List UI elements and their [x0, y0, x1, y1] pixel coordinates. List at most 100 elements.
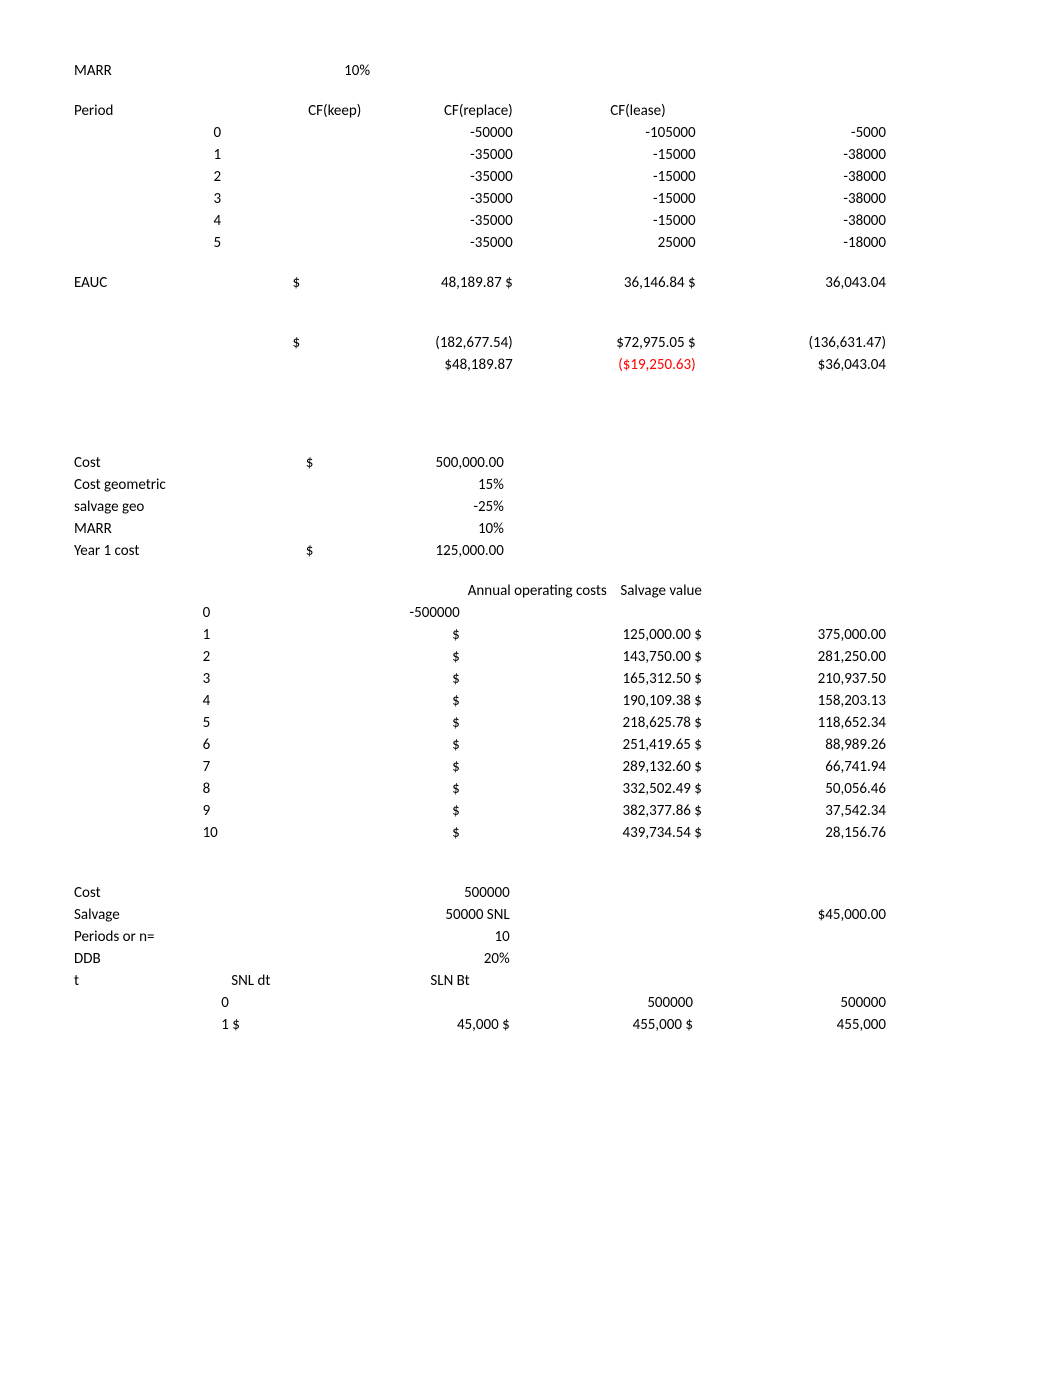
- eauc-v1: 48,189.87 $: [304, 272, 517, 294]
- depr-data-row: 0 500000 500000: [70, 992, 890, 1014]
- depr-param-right: [697, 948, 890, 970]
- param-cur: $: [215, 452, 317, 474]
- depr-param-value: 50000 SNL: [328, 904, 513, 926]
- cfreplace-cell: -15000: [517, 188, 700, 210]
- aoc-cur: $: [291, 822, 464, 844]
- period-cell: 9: [193, 800, 292, 822]
- cfreplace-cell: 25000: [517, 232, 700, 254]
- sv-cell: 281,250.00: [706, 646, 890, 668]
- param-label: Year 1 cost: [70, 540, 215, 562]
- depr-param-right: $45,000.00: [697, 904, 890, 926]
- aoc-cell: 439,734.54 $: [464, 822, 706, 844]
- cfkeep-cell: -50000: [304, 122, 517, 144]
- depr-param-row: Periods or n=10: [70, 926, 890, 948]
- cfkeep-cell: -35000: [304, 144, 517, 166]
- cf-row: 2-35000-15000-38000: [70, 166, 890, 188]
- param-cur: $: [215, 540, 317, 562]
- t-header: t: [70, 970, 211, 992]
- eauc-label: EAUC: [70, 272, 203, 294]
- param-row: Cost$500,000.00: [70, 452, 890, 474]
- aoc-row: 7$289,132.60 $66,741.94: [70, 756, 890, 778]
- aoc-header: Annual operating costs Salvage value: [464, 580, 706, 602]
- aoc-row: 2$143,750.00 $281,250.00: [70, 646, 890, 668]
- cfreplace-cell: -15000: [517, 210, 700, 232]
- period-cell: 10: [193, 822, 292, 844]
- cfreplace-cell: -15000: [517, 166, 700, 188]
- marr-label: MARR: [70, 60, 203, 82]
- cfreplace-cell: -105000: [517, 122, 700, 144]
- cflease-cell: -38000: [700, 166, 890, 188]
- marr-row: MARR 10%: [70, 60, 890, 82]
- period-cell: 8: [193, 778, 292, 800]
- depr-dt: 45,000 $: [328, 1014, 513, 1036]
- depr-header-row: t SNL dt SLN Bt: [70, 970, 890, 992]
- param-label: Cost geometric: [70, 474, 215, 496]
- period-cell: 0: [203, 122, 304, 144]
- cfkeep-cell: -35000: [304, 210, 517, 232]
- aoc-row: 5$218,625.78 $118,652.34: [70, 712, 890, 734]
- param-value: 500,000.00: [317, 452, 508, 474]
- depr-period: 1 $: [211, 1014, 328, 1036]
- aoc-cur: $: [291, 756, 464, 778]
- period-cell: 5: [193, 712, 292, 734]
- section-1-table: MARR 10% Period CF(keep)CF(replace) CF(l…: [70, 60, 890, 376]
- tot1-v2: $72,975.05 $: [517, 332, 700, 354]
- sv-cell: 210,937.50: [706, 668, 890, 690]
- period-cell: 1: [193, 624, 292, 646]
- param-row: Cost geometric 15%: [70, 474, 890, 496]
- param-cur: [215, 474, 317, 496]
- depr-param-label: Cost: [70, 882, 211, 904]
- snl-dt-header: SNL dt: [211, 970, 328, 992]
- param-cur: [215, 518, 317, 540]
- param-value: -25%: [317, 496, 508, 518]
- depr-period: 0: [211, 992, 328, 1014]
- sv-cell: 375,000.00: [706, 624, 890, 646]
- aoc-row: 10$439,734.54 $28,156.76: [70, 822, 890, 844]
- cf-row: 5-3500025000-18000: [70, 232, 890, 254]
- aoc-row: 0-500000: [70, 602, 890, 624]
- param-cur: [215, 496, 317, 518]
- param-label: salvage geo: [70, 496, 215, 518]
- aoc-cur: $: [291, 624, 464, 646]
- period-cell: 2: [203, 166, 304, 188]
- period-cell: 4: [203, 210, 304, 232]
- param-row: Year 1 cost$125,000.00: [70, 540, 890, 562]
- cf-row: 3-35000-15000-38000: [70, 188, 890, 210]
- aoc-cell: -500000: [291, 602, 464, 624]
- aoc-cell: 289,132.60 $: [464, 756, 706, 778]
- aoc-cur: $: [291, 800, 464, 822]
- depr-dt: [328, 992, 513, 1014]
- sv-cell: 50,056.46: [706, 778, 890, 800]
- cf-row: 1-35000-15000-38000: [70, 144, 890, 166]
- period-cell: 4: [193, 690, 292, 712]
- aoc-cur: $: [291, 668, 464, 690]
- eauc-cur1: $: [203, 272, 304, 294]
- aoc-cell: 190,109.38 $: [464, 690, 706, 712]
- section-3-table: Annual operating costs Salvage value 0-5…: [70, 580, 890, 844]
- cflease-cell: -18000: [700, 232, 890, 254]
- depr-param-row: Cost 500000: [70, 882, 890, 904]
- aoc-cur: $: [291, 734, 464, 756]
- depr-v2: 455,000: [697, 1014, 890, 1036]
- depr-param-row: DDB20%: [70, 948, 890, 970]
- depr-data-row: 1 $45,000 $455,000 $455,000: [70, 1014, 890, 1036]
- param-label: Cost: [70, 452, 215, 474]
- depr-param-value: 500000: [328, 882, 513, 904]
- param-value: 15%: [317, 474, 508, 496]
- tot1-v1: (182,677.54): [304, 332, 517, 354]
- cfkeep-cell: -35000: [304, 166, 517, 188]
- cf-header-row: Period CF(keep)CF(replace) CF(lease): [70, 100, 890, 122]
- period-cell: 3: [203, 188, 304, 210]
- depr-param-right: [697, 882, 890, 904]
- aoc-row: 8$332,502.49 $50,056.46: [70, 778, 890, 800]
- sv-cell: 66,741.94: [706, 756, 890, 778]
- tot1-v3: (136,631.47): [700, 332, 890, 354]
- cflease-cell: -38000: [700, 144, 890, 166]
- cflease-cell: -5000: [700, 122, 890, 144]
- aoc-cur: $: [291, 712, 464, 734]
- aoc-cell: 382,377.86 $: [464, 800, 706, 822]
- sv-cell: 158,203.13: [706, 690, 890, 712]
- param-label: MARR: [70, 518, 215, 540]
- cfreplace-cell: -15000: [517, 144, 700, 166]
- period-cell: 0: [193, 602, 292, 624]
